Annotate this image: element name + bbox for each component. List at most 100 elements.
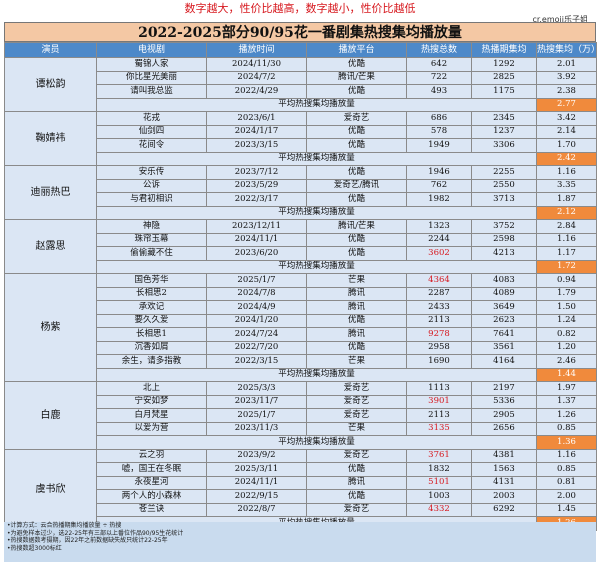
searches-cell: 642	[406, 57, 472, 72]
table-row: 长相思2 2024/7/8 腾讯 2287 4089 1.79	[5, 286, 597, 301]
drama-cell: 云之羽	[96, 448, 207, 463]
per-search-cell: 1.16	[536, 232, 597, 247]
date-cell: 2025/1/7	[206, 408, 307, 423]
per-search-cell: 3.92	[536, 70, 597, 85]
searches-cell: 762	[406, 178, 472, 193]
platform-cell: 腾讯/芒果	[306, 70, 407, 85]
actor-cell: 虞书欣	[4, 448, 97, 531]
per-search-cell: 1.79	[536, 286, 597, 301]
platform-cell: 腾讯/芒果	[306, 219, 407, 234]
drama-cell: 你比星光美丽	[96, 70, 207, 85]
per-search-cell: 2.84	[536, 219, 597, 234]
drama-cell: 请叫我总监	[96, 84, 207, 99]
actor-cell: 鞠婧祎	[4, 111, 97, 166]
platform-cell: 优酷	[306, 57, 407, 72]
searches-cell: 5101	[406, 475, 472, 490]
date-cell: 2023/11/3	[206, 421, 307, 436]
per-ep-cell: 3561	[471, 340, 537, 355]
drama-cell: 与君初相识	[96, 192, 207, 207]
per-search-cell: 1.50	[536, 300, 597, 315]
drama-cell: 北上	[96, 381, 207, 396]
table-row: 宁安如梦 2023/11/7 爱奇艺 3901 5336 1.37	[5, 394, 597, 409]
searches-cell: 3761	[406, 448, 472, 463]
footnote: •计算方式：云合热播期集均播放量 ÷ 热搜	[7, 522, 122, 529]
per-search-cell: 0.82	[536, 327, 597, 342]
per-ep-cell: 2003	[471, 489, 537, 504]
per-ep-cell: 4213	[471, 246, 537, 261]
drama-cell: 余生，请多指教	[96, 354, 207, 369]
watermark: cr.emoji乐子姐	[532, 15, 588, 24]
per-search-cell: 1.87	[536, 192, 597, 207]
average-value: 1.36	[536, 435, 597, 450]
platform-cell: 优酷	[306, 192, 407, 207]
date-cell: 2023/5/29	[206, 178, 307, 193]
col-header: 电视剧	[96, 42, 207, 58]
per-ep-cell: 3649	[471, 300, 537, 315]
drama-cell: 永夜星河	[96, 475, 207, 490]
searches-cell: 722	[406, 70, 472, 85]
average-row: 平均热搜集均播放量 1.36	[5, 435, 597, 450]
per-search-cell: 1.37	[536, 394, 597, 409]
searches-cell: 1113	[406, 381, 472, 396]
date-cell: 2024/11/1	[206, 232, 307, 247]
header-row: 演员 电视剧 播放时间 播放平台 热搜总数 热播期集均 热搜集均（万）	[4, 42, 597, 58]
table-row: 嘘，国王在冬眠 2025/3/11 优酷 1832 1563 0.85	[5, 462, 597, 477]
table-row: 赵露思 神隐 2023/12/11 腾讯/芒果 1323 3752 2.84	[4, 219, 597, 274]
table-row: 谭松韵 蜀锦人家 2024/11/30 优酷 642 1292 2.01	[4, 57, 597, 112]
platform-cell: 芒果	[306, 421, 407, 436]
date-cell: 2022/7/20	[206, 340, 307, 355]
per-search-cell: 0.85	[536, 462, 597, 477]
searches-cell: 2113	[406, 408, 472, 423]
drama-cell: 白月梵星	[96, 408, 207, 423]
page-title: 2022-2025部分90/95花一番剧集热搜集均播放量	[4, 22, 596, 42]
platform-cell: 腾讯	[306, 327, 407, 342]
platform-cell: 优酷	[306, 232, 407, 247]
platform-cell: 爱奇艺/腾讯	[306, 178, 407, 193]
platform-cell: 腾讯	[306, 475, 407, 490]
platform-cell: 优酷	[306, 84, 407, 99]
date-cell: 2023/3/15	[206, 138, 307, 153]
platform-cell: 爱奇艺	[306, 448, 407, 463]
searches-cell: 1949	[406, 138, 472, 153]
average-row: 平均热搜集均播放量 2.12	[5, 205, 597, 220]
per-ep-cell: 4164	[471, 354, 537, 369]
platform-cell: 爱奇艺	[306, 502, 407, 517]
actor-cell: 赵露思	[4, 219, 97, 274]
platform-cell: 腾讯	[306, 300, 407, 315]
date-cell: 2022/9/15	[206, 489, 307, 504]
footnote: •热搜数据数考摄期，因22年之前数据缺失故只统计22-25年	[7, 537, 168, 545]
date-cell: 2024/7/8	[206, 286, 307, 301]
table-row: 虞书欣 云之羽 2023/9/2 爱奇艺 3761 4381 1.16	[4, 448, 597, 531]
table-body: 谭松韵 蜀锦人家 2024/11/30 优酷 642 1292 2.01 你比星光美丽 2024…	[4, 57, 597, 531]
actor-cell: 迪丽热巴	[4, 165, 97, 220]
table-row: 杨紫 国色芳华 2025/1/7 芒果 4364 4083 0.94	[4, 273, 597, 382]
col-header: 热播期集均	[471, 42, 537, 58]
searches-cell: 3135	[406, 421, 472, 436]
searches-cell: 9278	[406, 327, 472, 342]
col-header: 热搜集均（万）	[536, 42, 597, 58]
platform-cell: 优酷	[306, 340, 407, 355]
date-cell: 2024/11/1	[206, 475, 307, 490]
average-label: 平均热搜集均播放量	[96, 435, 537, 450]
table-row: 仙剑四 2024/1/17 优酷 578 1237 2.14	[5, 124, 597, 139]
per-ep-cell: 1563	[471, 462, 537, 477]
drama-cell: 花间令	[96, 138, 207, 153]
drama-cell: 苍兰诀	[96, 502, 207, 517]
drama-cell: 宁安如梦	[96, 394, 207, 409]
per-ep-cell: 7641	[471, 327, 537, 342]
platform-cell: 优酷	[306, 165, 407, 180]
col-header: 演员	[4, 42, 97, 58]
date-cell: 2023/6/20	[206, 246, 307, 261]
per-ep-cell: 2255	[471, 165, 537, 180]
platform-cell: 爱奇艺	[306, 381, 407, 396]
table-row: 鞠婧祎 花戎 2023/6/1 爱奇艺 686 2345 3.42	[4, 111, 597, 166]
per-search-cell: 2.38	[536, 84, 597, 99]
per-search-cell: 1.45	[536, 502, 597, 517]
per-ep-cell: 2550	[471, 178, 537, 193]
average-label: 平均热搜集均播放量	[96, 97, 537, 112]
per-ep-cell: 3306	[471, 138, 537, 153]
footnote: •为避免样本过少，选22-25年有三部以上番位作品90/95生花统计	[7, 529, 184, 537]
col-header: 播放时间	[206, 42, 307, 58]
platform-cell: 优酷	[306, 124, 407, 139]
date-cell: 2025/3/3	[206, 381, 307, 396]
